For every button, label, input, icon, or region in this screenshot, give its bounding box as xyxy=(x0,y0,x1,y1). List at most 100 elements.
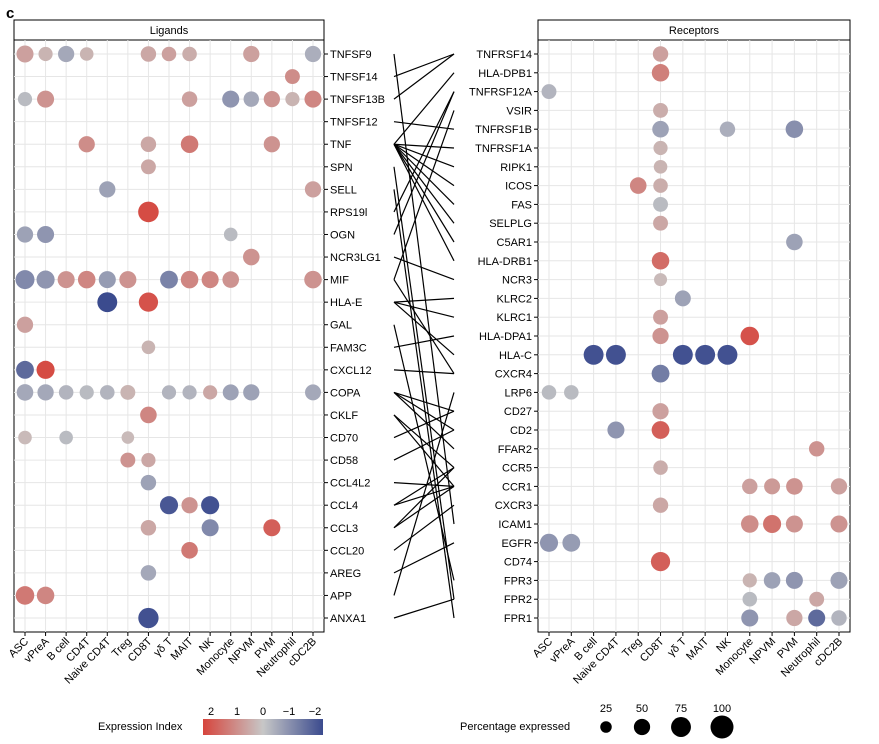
gene-label: ICOS xyxy=(505,181,532,193)
dot xyxy=(786,478,803,495)
gene-label: TNFRSF14 xyxy=(476,49,532,61)
dot xyxy=(100,385,115,400)
link-line xyxy=(393,301,455,356)
size-legend-label: 100 xyxy=(713,703,731,715)
link-line xyxy=(393,143,455,187)
link-line xyxy=(393,391,455,412)
gene-label: TNFRSF1A xyxy=(475,143,533,155)
gene-label: OGN xyxy=(330,229,355,241)
dot xyxy=(742,591,758,607)
gene-label: FPR3 xyxy=(504,575,532,587)
dot xyxy=(203,385,218,400)
dot xyxy=(16,45,34,63)
dot xyxy=(653,196,668,212)
dot xyxy=(541,385,557,400)
gene-label: NCR3 xyxy=(502,275,532,287)
dot xyxy=(786,233,803,251)
link-line xyxy=(393,598,455,619)
dot xyxy=(653,215,668,231)
dot xyxy=(98,271,116,289)
dot xyxy=(717,344,738,365)
dot xyxy=(830,478,848,495)
gene-label: C5AR1 xyxy=(497,237,532,249)
dot xyxy=(15,270,35,290)
dot xyxy=(201,271,219,289)
dot xyxy=(763,514,782,534)
color-legend-tick: 0 xyxy=(260,706,266,718)
dot xyxy=(36,586,55,605)
dot xyxy=(263,519,281,537)
color-legend: Expression Index 2 1 0 −1 −2 xyxy=(98,706,323,735)
dot xyxy=(719,121,736,137)
dot xyxy=(138,292,159,312)
gene-label: HLA-C xyxy=(499,350,532,362)
gene-label: CXCR3 xyxy=(495,500,532,512)
link-line xyxy=(393,391,455,450)
link-line xyxy=(393,143,455,224)
link-line xyxy=(393,542,455,574)
gene-label: TNFSF13B xyxy=(330,94,385,106)
dot xyxy=(141,340,156,355)
link-line xyxy=(393,485,455,529)
link-line xyxy=(393,91,455,235)
dot xyxy=(77,270,96,289)
dot xyxy=(785,571,803,589)
gene-label: GAL xyxy=(330,320,352,332)
dot xyxy=(263,136,280,153)
link-line xyxy=(393,301,455,318)
link-line xyxy=(393,391,455,431)
dot xyxy=(59,430,73,445)
dot xyxy=(37,225,55,244)
gene-label: CCR5 xyxy=(502,463,532,475)
color-legend-title: Expression Index xyxy=(98,721,183,733)
dot xyxy=(140,406,157,424)
link-line xyxy=(393,392,455,596)
link-line xyxy=(393,166,455,600)
gene-label: FPR2 xyxy=(504,594,532,606)
dot xyxy=(650,551,671,572)
dot xyxy=(140,520,157,536)
gene-label: KLRC1 xyxy=(497,312,532,324)
gene-label: MIF xyxy=(330,275,349,287)
dot xyxy=(121,431,135,444)
dot xyxy=(653,460,668,475)
dot xyxy=(652,497,669,513)
dot xyxy=(304,90,322,108)
gene-label: FAM3C xyxy=(330,342,367,354)
dot xyxy=(222,384,239,401)
dot xyxy=(99,181,116,198)
dot xyxy=(120,452,136,468)
dot xyxy=(539,533,559,552)
receptors-points xyxy=(539,46,848,627)
size-legend-dot xyxy=(633,718,651,736)
gene-label: CD70 xyxy=(330,433,358,445)
dot xyxy=(830,571,848,589)
link-line xyxy=(393,467,455,506)
ligands-gene-labels: TNFSF9 TNFSF14 TNFSF13B TNFSF12 TNF SPN SELL RP… xyxy=(324,49,385,625)
dot xyxy=(120,384,136,400)
gene-label: SELPLG xyxy=(489,218,532,230)
gene-label: CD27 xyxy=(504,406,532,418)
dot xyxy=(36,270,55,289)
dot xyxy=(651,421,670,439)
dot xyxy=(304,181,322,198)
dot xyxy=(674,290,691,307)
gene-label: CCL20 xyxy=(330,545,364,557)
dot xyxy=(653,159,668,174)
dot xyxy=(284,69,300,85)
dot xyxy=(138,201,159,223)
ligands-points xyxy=(15,45,322,629)
dot xyxy=(654,273,668,287)
ligand-receptor-links xyxy=(393,53,455,619)
dot xyxy=(16,360,34,379)
dot xyxy=(764,478,781,495)
dot xyxy=(181,542,198,559)
dot xyxy=(15,586,35,605)
dot xyxy=(809,591,825,607)
dot xyxy=(37,384,54,401)
dot xyxy=(223,227,238,242)
gene-label: TNF xyxy=(330,139,352,151)
dot xyxy=(17,92,33,107)
dot xyxy=(180,135,199,153)
gene-label: AREG xyxy=(330,568,361,580)
